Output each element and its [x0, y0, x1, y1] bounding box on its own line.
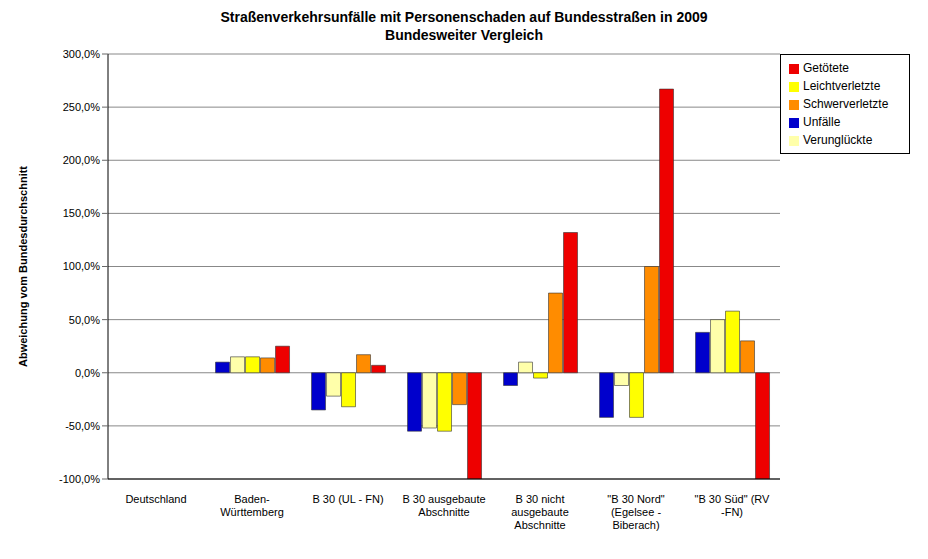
- svg-text:150,0%: 150,0%: [63, 207, 101, 219]
- svg-text:-50,0%: -50,0%: [65, 420, 100, 432]
- svg-text:B 30 (UL - FN): B 30 (UL - FN): [312, 493, 383, 505]
- svg-text:Abweichung vom Bundesdurchschn: Abweichung vom Bundesdurchschnitt: [17, 166, 29, 367]
- svg-text:100,0%: 100,0%: [63, 260, 101, 272]
- html-text:Straßenverkehrsunfälle mit Per: Straßenverkehrsunfälle mit Personenschad…: [220, 9, 708, 25]
- svg-text:200,0%: 200,0%: [63, 154, 101, 166]
- svg-text:Baden-Württemberg: Baden-Württemberg: [220, 493, 284, 518]
- svg-text:B 30 ausgebauteAbschnitte: B 30 ausgebauteAbschnitte: [402, 493, 485, 518]
- html-text:Schwerverletzte: Schwerverletzte: [803, 97, 889, 111]
- html-text:Verunglückte: Verunglückte: [803, 133, 873, 147]
- svg-text:B 30 nichtausgebauteAbschnitte: B 30 nichtausgebauteAbschnitte: [511, 493, 569, 531]
- svg-text:300,0%: 300,0%: [63, 48, 101, 60]
- html-text:Leichtverletzte: Leichtverletzte: [803, 79, 881, 93]
- svg-text:0,0%: 0,0%: [75, 367, 100, 379]
- html-text:Getötete: Getötete: [803, 61, 849, 75]
- svg-text:"B 30 Süd" (RV-FN): "B 30 Süd" (RV-FN): [695, 493, 771, 518]
- svg-text:250,0%: 250,0%: [63, 101, 101, 113]
- svg-text:-100,0%: -100,0%: [59, 473, 100, 485]
- html-text:Bundesweiter Vergleich: Bundesweiter Vergleich: [385, 27, 543, 43]
- svg-text:50,0%: 50,0%: [69, 314, 100, 326]
- svg-text:Deutschland: Deutschland: [125, 493, 186, 505]
- svg-text:"B 30 Nord"(Egelsee -Biberach): "B 30 Nord"(Egelsee -Biberach): [607, 493, 664, 531]
- html-text:Unfälle: Unfälle: [803, 115, 841, 129]
